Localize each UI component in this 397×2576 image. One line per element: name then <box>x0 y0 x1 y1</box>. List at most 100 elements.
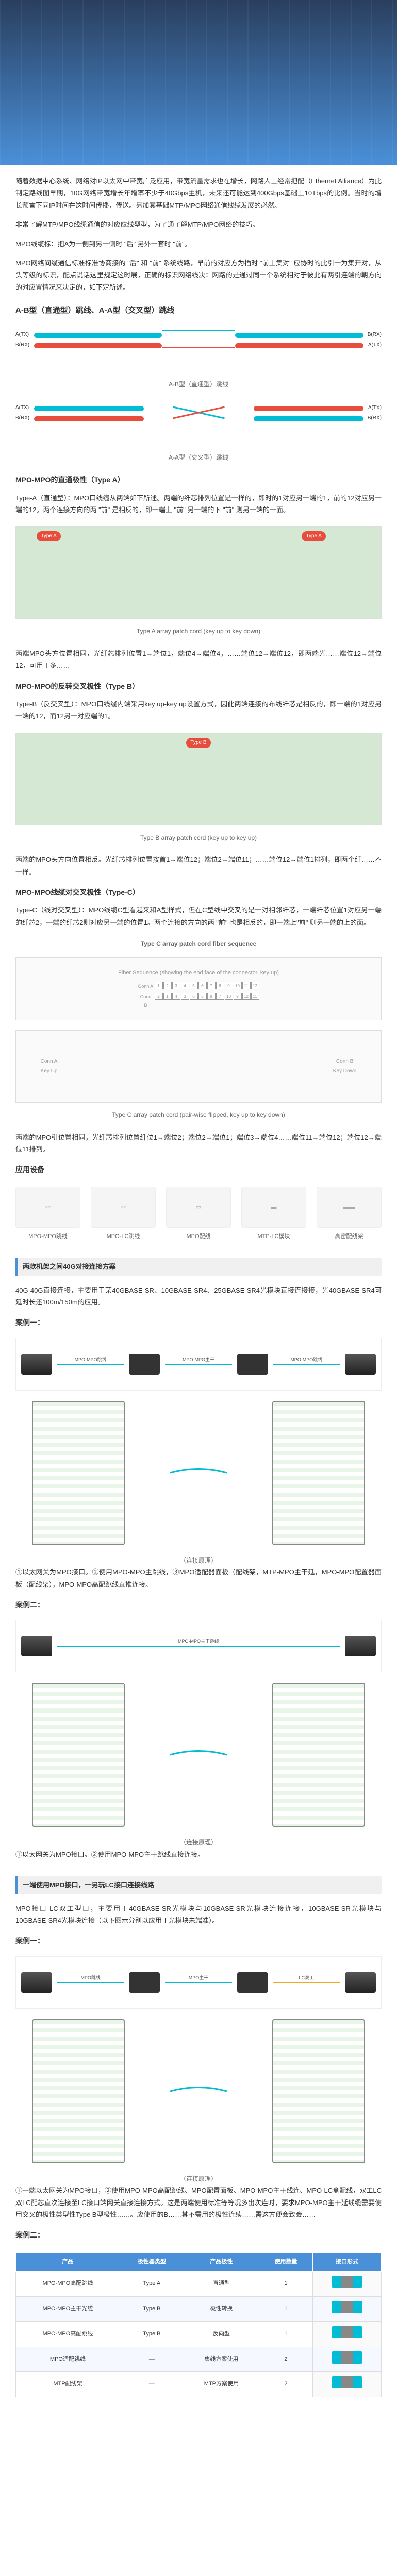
table-cell <box>312 2347 381 2372</box>
connector-icon <box>332 2376 362 2388</box>
case2-rack <box>15 1683 382 1827</box>
table-row: MPO-MPO主干光缆Type B极性转换1 <box>16 2297 382 2322</box>
type-a-footer: 两端MPO头方位置相同，光纤芯排列位置1→端位1，端位4→端位4，……端位12→… <box>15 648 382 672</box>
cable-icon <box>168 2083 229 2099</box>
polarity-a-caption: A-B型（直通型）跳线 <box>15 379 382 391</box>
table-cell <box>312 2272 381 2297</box>
table-header: 产品极性 <box>184 2252 259 2272</box>
summary-table: 产品 极性器类型 产品极性 使用数量 接口形式 MPO-MPO高配跳线Type … <box>15 2252 382 2398</box>
table-cell: MPO-MPO主干光缆 <box>16 2297 120 2322</box>
intro-p2: 非常了解MTP/MPO线缆通信的对应应线型型，为了通了解MTP/MPO网络的技巧… <box>15 218 382 230</box>
intro-p1: 随着数据中心系统、网络对IP以太网中带宽广泛应用，带宽流量需求也在增长，网路人士… <box>15 175 382 211</box>
section-40g: 两款机架之间40G对接连接方案 <box>15 1258 382 1276</box>
table-header: 接口形式 <box>312 2252 381 2272</box>
polarity-b-figure: A(TX) A(TX) B(RX) B(RX) A-A型（交叉型）跳线 <box>15 401 382 464</box>
case1-desc: ①以太网关为MPO接口。②使用MPO-MPO主跳线，③MPO适配器面板（配线架，… <box>15 1566 382 1590</box>
table-cell: — <box>120 2347 184 2372</box>
rack-icon <box>272 2019 365 2163</box>
table-cell: 2 <box>259 2347 313 2372</box>
scheme-40g-p1: 40G-40G直接连接，主要用于某40GBASE-SR、10GBASE-SR4、… <box>15 1284 382 1309</box>
table-header: 极性器类型 <box>120 2252 184 2272</box>
connector-icon <box>332 2351 362 2364</box>
product-label: 高密配线架 <box>317 1232 382 1242</box>
table-header-row: 产品 极性器类型 产品极性 使用数量 接口形式 <box>16 2252 382 2272</box>
switch-icon <box>21 1354 52 1375</box>
product-image: 〰 <box>91 1187 156 1228</box>
intro-p3: MPO线缆标：把A为一侧到另一侧时 "后" 另外一套时 "前"。 <box>15 238 382 250</box>
switch-icon <box>21 1636 52 1656</box>
type-a-caption: Type A array patch cord (key up to key d… <box>15 626 382 637</box>
type-c-caption: Type C array patch cord (pair-wise flipp… <box>15 1110 382 1121</box>
cable-icon <box>168 1465 229 1481</box>
rack-icon <box>32 1401 125 1545</box>
connector-icon <box>332 2301 362 2313</box>
product-item: 〰 MPO-MPO跳线 <box>15 1187 80 1242</box>
table-cell: MPO适配跳线 <box>16 2347 120 2372</box>
type-c-desc: Type-C（线对交叉型）：MPO线缆C型看起来和A型样式，但在C型线中交叉的是… <box>15 904 382 928</box>
table-header: 使用数量 <box>259 2252 313 2272</box>
cable-icon <box>168 1747 229 1762</box>
table-cell: 集线方案使用 <box>184 2347 259 2372</box>
case1b-desc: ①一端以太网关为MPO接口，②使用MPO-MPO高配跳线、MPO配置面板、MPO… <box>15 2184 382 2221</box>
type-b-footer: 两端的MPO头方向位置相反。光纤芯排列位置按首1→端位12；端位2→端位11；…… <box>15 854 382 878</box>
patch-panel-icon <box>237 1354 268 1375</box>
table-cell: 2 <box>259 2372 313 2397</box>
table-cell: Type B <box>120 2297 184 2322</box>
table-cell: MPO-MPO高配跳线 <box>16 2272 120 2297</box>
type-c-figure: Conn AKey Up Conn BKey Down Type C array… <box>15 1030 382 1121</box>
table-cell: MTP配线架 <box>16 2372 120 2397</box>
table-header: 产品 <box>16 2252 120 2272</box>
type-a-figure: Type A Type A Type A array patch cord (k… <box>15 526 382 637</box>
table-cell: MTP方案使用 <box>184 2372 259 2397</box>
table-cell: 1 <box>259 2321 313 2347</box>
switch-icon <box>345 1354 376 1375</box>
type-b-heading: MPO-MPO的反转交叉极性（Type B） <box>15 680 382 693</box>
switch-icon <box>345 1636 376 1656</box>
switch-icon <box>21 1972 52 1993</box>
connector-icon <box>332 2326 362 2338</box>
type-c-seq-diagram: Fiber Sequence (showing the end face of … <box>15 957 382 1020</box>
rack-icon <box>32 2019 125 2163</box>
product-label: MPO-MPO跳线 <box>15 1232 80 1242</box>
type-c-diagram: Conn AKey Up Conn BKey Down <box>15 1030 382 1103</box>
table-cell: Type A <box>120 2272 184 2297</box>
table-row: MPO-MPO高配跳线Type B反向型1 <box>16 2321 382 2347</box>
products-heading: 应用设备 <box>15 1163 382 1176</box>
table-cell: 直通型 <box>184 2272 259 2297</box>
case1-caption: （连接原理） <box>15 1555 382 1567</box>
type-b-desc: Type-B（反交叉型）：MPO口线缆内端采用key up-key up设置方式… <box>15 698 382 722</box>
table-cell: MPO-MPO高配跳线 <box>16 2321 120 2347</box>
case1b-rack <box>15 2019 382 2163</box>
table-cell <box>312 2372 381 2397</box>
case1-heading: 案例一： <box>15 1316 382 1329</box>
product-label: MPO配线 <box>166 1232 231 1242</box>
product-item: ▬ MTP-LC模块 <box>241 1187 306 1242</box>
case2-topology: MPO-MPO主干跳线 <box>15 1620 382 1672</box>
patch-panel-icon <box>129 1972 160 1993</box>
table-cell <box>312 2297 381 2322</box>
table-cell <box>312 2321 381 2347</box>
case1b-topology: MPO跳线 MPO主干 LC双工 <box>15 1956 382 2009</box>
type-a-desc: Type-A（直通型）：MPO口线缆从两端如下所述。两端的纤芯排列位置是一样的，… <box>15 492 382 516</box>
type-a-diagram: Type A Type A <box>15 526 382 619</box>
product-label: MTP-LC模块 <box>241 1232 306 1242</box>
type-b-figure: Type B Type B array patch cord (key up t… <box>15 733 382 844</box>
product-image: ▬ <box>241 1187 306 1228</box>
rack-icon <box>272 1401 365 1545</box>
polarity-a-diagram: A(TX) B(RX) B(RX) A(TX) <box>15 328 382 369</box>
type-c-seq-figure: Type C array patch cord fiber sequence F… <box>15 939 382 1020</box>
product-image: 〰 <box>15 1187 80 1228</box>
case2-desc: ①以太网关为MPO接口。②使用MPO-MPO主干跳线直接连接。 <box>15 1849 382 1860</box>
type-c-footer: 两端的MPO引位置相同，光纤芯排列位置纤位1→端位2；端位2→端位1；端位3→端… <box>15 1131 382 1156</box>
switch-icon <box>345 1972 376 1993</box>
case2b-heading: 案例二： <box>15 2229 382 2242</box>
connector-icon <box>332 2276 362 2288</box>
product-item: ▬▬ 高密配线架 <box>317 1187 382 1242</box>
case2-heading: 案例二： <box>15 1599 382 1612</box>
product-item: ▭ MPO配线 <box>166 1187 231 1242</box>
type-c-heading: MPO-MPO线缆对交叉极性（Type-C） <box>15 886 382 899</box>
table-row: MPO-MPO高配跳线Type A直通型1 <box>16 2272 382 2297</box>
table-cell: 极性转换 <box>184 2297 259 2322</box>
type-b-caption: Type B array patch cord (key up to key u… <box>15 833 382 844</box>
products-row: 〰 MPO-MPO跳线 〰 MPO-LC跳线 ▭ MPO配线 ▬ MTP-LC模… <box>15 1187 382 1242</box>
